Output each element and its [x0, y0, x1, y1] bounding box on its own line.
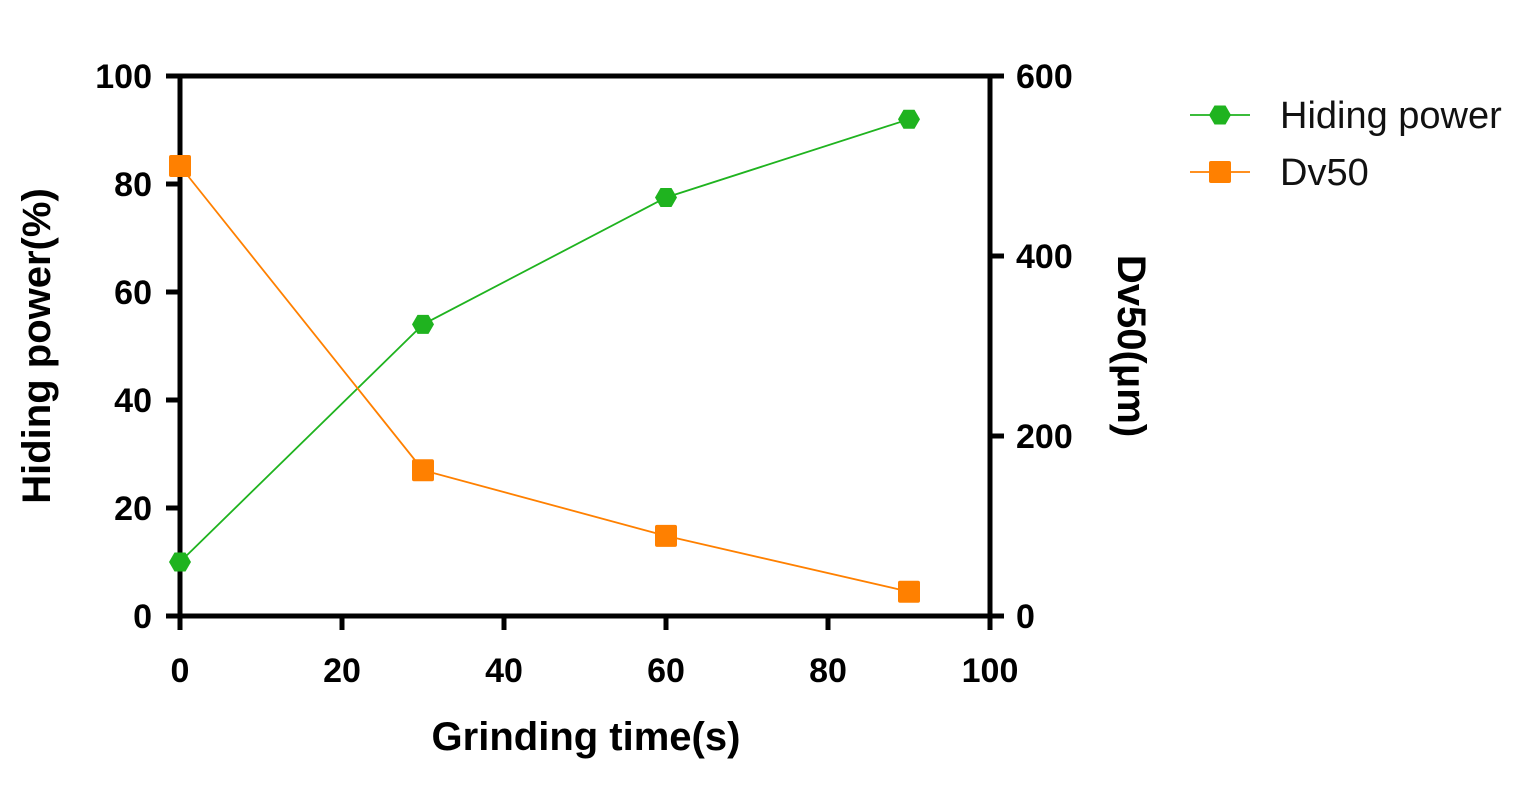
series-dv50	[169, 155, 920, 603]
x-tick-label: 0	[171, 652, 190, 690]
legend-label: Hiding power	[1280, 95, 1502, 137]
y2-tick-label: 0	[1016, 598, 1035, 636]
data-point	[898, 580, 920, 603]
data-point	[412, 314, 434, 334]
y-tick-label: 100	[95, 58, 152, 96]
y2-axis-title: Dv50(μm)	[1109, 255, 1153, 437]
legend-item: Hiding power	[1190, 95, 1502, 137]
data-point	[655, 188, 677, 207]
x-tick-label: 20	[323, 652, 361, 690]
y-tick-label: 80	[114, 166, 152, 204]
legend-item: Dv50	[1190, 152, 1369, 194]
x-axis-title: Grinding time(s)	[432, 715, 741, 759]
y-tick-label: 0	[133, 598, 152, 636]
y2-tick-label: 600	[1016, 58, 1073, 96]
series-hiding-power	[169, 109, 920, 572]
x-tick-label: 80	[809, 652, 847, 690]
data-point	[655, 524, 677, 547]
y-tick-label: 60	[114, 274, 152, 312]
axes: 0 20 40 60 80 100 0 20 40 60 80 100 0 200 400 600	[95, 58, 1072, 690]
y2-tick-label: 400	[1016, 238, 1073, 276]
legend-marker	[1209, 105, 1231, 125]
series-line	[179, 118, 910, 563]
data-point	[169, 155, 191, 177]
data-point	[898, 109, 920, 129]
legend-label: Dv50	[1280, 152, 1369, 194]
data-point	[169, 552, 191, 572]
x-tick-label: 100	[962, 652, 1019, 690]
y-tick-label: 40	[114, 382, 152, 420]
x-tick-label: 40	[485, 652, 523, 690]
series-line	[179, 165, 910, 593]
legend-marker	[1209, 161, 1231, 183]
y-tick-label: 20	[114, 490, 152, 528]
legend: Hiding power Dv50	[1190, 95, 1502, 194]
x-tick-label: 60	[647, 652, 685, 690]
y2-tick-label: 200	[1016, 418, 1073, 456]
series-layer	[169, 109, 920, 603]
data-point	[412, 459, 434, 482]
y-axis-title: Hiding power(%)	[15, 188, 59, 504]
